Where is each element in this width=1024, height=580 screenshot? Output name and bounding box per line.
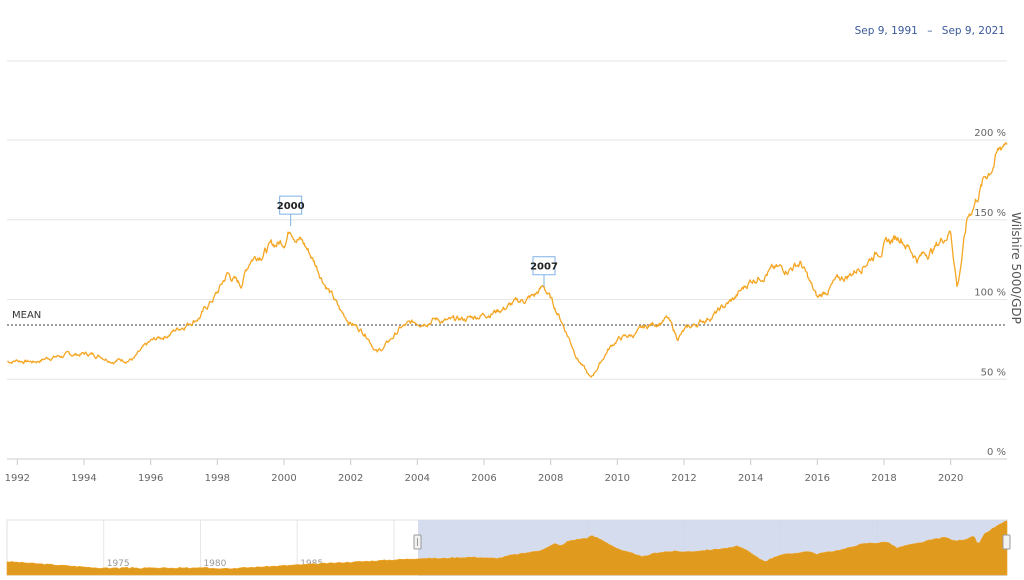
annotation-box: [532, 256, 556, 276]
mean-line-group: MEAN: [7, 310, 1007, 326]
y-tick-label: 200 %: [974, 128, 1006, 139]
date-range-separator: –: [927, 25, 932, 37]
annotation-box: [279, 195, 303, 215]
range-navigator[interactable]: 1975198019851990199520002005201020152020: [6, 519, 1011, 577]
series-group: [7, 142, 1008, 378]
x-tick-label: 2010: [605, 473, 630, 484]
grid-lines: [7, 60, 1007, 460]
x-tick-label: 1996: [138, 473, 163, 484]
series-line: [7, 142, 1008, 378]
navigator-tick-label: 1975: [107, 559, 130, 569]
annotation-label: 2000: [277, 201, 305, 212]
x-tick-label: 2002: [338, 473, 363, 484]
date-range-label: Sep 9, 1991 – Sep 9, 2021: [855, 25, 1005, 37]
x-tick-label: 1994: [71, 473, 96, 484]
navigator-right-handle[interactable]: [1002, 534, 1011, 550]
y-tick-label: 150 %: [974, 208, 1006, 219]
y-axis-label: Wilshire 5000/GDP: [1009, 212, 1023, 324]
y-axis-ticks: 0 % 50 % 100 % 150 % 200 %: [974, 128, 1006, 458]
x-tick-label: 2014: [738, 473, 763, 484]
date-range-end: Sep 9, 2021: [942, 25, 1005, 37]
x-tick-label: 2018: [871, 473, 896, 484]
x-tick-label: 2012: [671, 473, 696, 484]
annotation-label: 2007: [530, 262, 558, 273]
annotations: 2000 2007: [277, 195, 558, 287]
x-tick-label: 2004: [405, 473, 430, 484]
x-tick-label: 2008: [538, 473, 563, 484]
mean-label: MEAN: [12, 310, 41, 321]
y-tick-label: 0 %: [987, 447, 1006, 458]
navigator-series-area: [6, 520, 1008, 576]
x-tick-label: 2020: [938, 473, 963, 484]
x-tick-label: 2000: [271, 473, 296, 484]
x-tick-label: 2006: [471, 473, 496, 484]
x-tick-label: 1992: [5, 473, 30, 484]
navigator-tick-label: 1980: [203, 559, 226, 569]
y-tick-label: 100 %: [974, 288, 1006, 299]
date-range-start: Sep 9, 1991: [855, 25, 918, 37]
y-tick-label: 50 %: [981, 367, 1006, 378]
x-tick-label: 1998: [205, 473, 230, 484]
x-axis: 1992 1994 1996 1998 2000 2002 2004 2006 2008 2010…: [5, 459, 963, 484]
x-tick-label: 2016: [805, 473, 830, 484]
